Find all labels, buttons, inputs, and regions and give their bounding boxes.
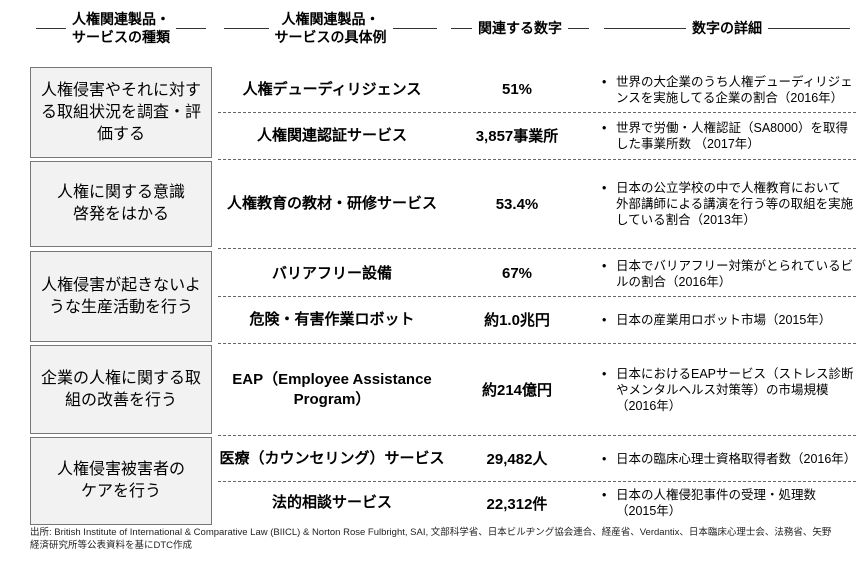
category-box: 人権侵害やそれに対する取組状況を調査・評価する [30, 67, 212, 158]
category-box: 人権に関する意識啓発をはかる [30, 161, 212, 247]
example-cell: 人権関連認証サービス [256, 126, 407, 144]
bullet-icon: • [602, 258, 607, 273]
group-divider [218, 159, 856, 160]
detail-text: 日本でバリアフリー対策がとられているビルの割合（2016年） [616, 258, 854, 289]
example-cell: 法的相談サービス [271, 494, 392, 512]
group-divider [218, 435, 856, 436]
category-box: 人権侵害被害者のケアを行う [30, 437, 212, 525]
bullet-icon: • [602, 451, 607, 466]
category-box: 人権侵害が起きないような生産活動を行う [30, 251, 212, 342]
table-row: バリアフリー設備 67% • 日本でバリアフリー対策がとられているビルの割合（20… [218, 251, 856, 297]
example-cell: 人権教育の教材・研修サービス [226, 195, 437, 212]
example-cell: 人権デューディリジェンス [242, 80, 422, 98]
number-cell: 53.4% [495, 195, 539, 213]
detail-cell: • 日本の臨床心理士資格取得者数（2016年） [588, 451, 856, 467]
detail-text: 日本の公立学校の中で人権教育において 外部講師による講演を行う等の取組を実施 し… [616, 181, 854, 227]
detail-text: 日本の人権侵犯事件の受理・処理数（2015年） [616, 488, 817, 519]
example-cell: EAP（Employee Assistance Program） [232, 370, 432, 408]
table-row: 危険・有害作業ロボット 約1.0兆円 • 日本の産業用ロボット市場（2015年） [218, 297, 856, 342]
detail-text: 日本におけるEAPサービス（ストレス診断やメンタルヘルス対策等）の市場規模（20… [616, 366, 854, 413]
table-row: 人権関連認証サービス 3,857事業所 • 世界で労働・人権認証（SA8000）を… [218, 113, 856, 158]
number-cell: 3,857事業所 [475, 128, 559, 145]
detail-cell: • 日本の人権侵犯事件の受理・処理数（2015年） [588, 487, 856, 519]
table-row: 医療（カウンセリング）サービス 29,482人 • 日本の臨床心理士資格取得者数（… [218, 437, 856, 482]
group-divider [218, 343, 856, 344]
bullet-icon: • [602, 74, 607, 89]
number-cell: 22,312件 [486, 495, 548, 513]
detail-cell: • 日本におけるEAPサービス（ストレス診断やメンタルヘルス対策等）の市場規模（2… [588, 366, 856, 414]
table-row: 人権教育の教材・研修サービス 53.4% • 日本の公立学校の中で人権教育において… [218, 161, 856, 247]
detail-cell: • 日本の公立学校の中で人権教育において 外部講師による講演を行う等の取組を実施 … [588, 180, 856, 228]
table-row: EAP（Employee Assistance Program） 約214億円 … [218, 345, 856, 434]
example-cell: バリアフリー設備 [271, 264, 392, 282]
detail-cell: • 世界の大企業のうち人権デューディリジェンスを実施してる企業の割合（2016年） [588, 74, 856, 106]
header-number: 関連する数字 [445, 8, 595, 48]
category-group: 人権侵害やそれに対する取組状況を調査・評価する 人権デューディリジェンス 51%… [30, 67, 856, 158]
source-note: 出所: British Institute of International &… [30, 527, 832, 551]
header-label: 人権関連製品・ サービスの具体例 [274, 11, 387, 45]
detail-text: 日本の産業用ロボット市場（2015年） [616, 312, 832, 327]
category-label: 人権侵害被害者のケアを行う [56, 461, 185, 500]
header-label: 人権関連製品・ サービスの種類 [72, 11, 170, 45]
detail-text: 世界で労働・人権認証（SA8000）を取得した事業所数 （2017年） [616, 120, 848, 151]
example-cell: 危険・有害作業ロボット [249, 310, 415, 328]
detail-cell: • 日本の産業用ロボット市場（2015年） [588, 312, 856, 328]
category-label: 人権侵害が起きないような生産活動を行う [41, 276, 201, 316]
category-label: 企業の人権に関する取組の改善を行う [41, 369, 202, 409]
detail-cell: • 日本でバリアフリー対策がとられているビルの割合（2016年） [588, 258, 856, 290]
number-cell: 約1.0兆円 [484, 312, 550, 329]
number-cell: 29,482人 [486, 451, 548, 469]
bullet-icon: • [602, 181, 607, 195]
header-category: 人権関連製品・ サービスの種類 [30, 8, 212, 48]
number-cell: 約214億円 [481, 382, 553, 399]
header-example: 人権関連製品・ サービスの具体例 [218, 8, 443, 48]
header-detail: 数字の詳細 [598, 8, 856, 48]
category-group: 企業の人権に関する取組の改善を行う EAP（Employee Assistanc… [30, 345, 856, 434]
category-group: 人権侵害被害者のケアを行う 医療（カウンセリング）サービス 29,482人 • 日… [30, 437, 856, 525]
table-row: 人権デューディリジェンス 51% • 世界の大企業のうち人権デューディリジェンスを… [218, 67, 856, 113]
detail-text: 日本の臨床心理士資格取得者数（2016年） [616, 451, 857, 466]
detail-text: 世界の大企業のうち人権デューディリジェンスを実施してる企業の割合（2016年） [616, 74, 853, 105]
bullet-icon: • [602, 366, 607, 381]
category-group: 人権に関する意識啓発をはかる 人権教育の教材・研修サービス 53.4% • 日本の… [30, 161, 856, 247]
category-label: 人権に関する意識啓発をはかる [56, 184, 185, 223]
bullet-icon: • [602, 120, 607, 135]
detail-cell: • 世界で労働・人権認証（SA8000）を取得した事業所数 （2017年） [588, 120, 856, 152]
header-label: 関連する数字 [478, 20, 562, 36]
category-box: 企業の人権に関する取組の改善を行う [30, 345, 212, 434]
number-cell: 51% [501, 81, 533, 98]
bullet-icon: • [602, 488, 607, 503]
bullet-icon: • [602, 312, 607, 327]
header-label: 数字の詳細 [692, 20, 762, 36]
category-group: 人権侵害が起きないような生産活動を行う バリアフリー設備 67% • 日本でバリア… [30, 251, 856, 342]
category-label: 人権侵害やそれに対する取組状況を調査・評価する [41, 81, 202, 143]
example-cell: 医療（カウンセリング）サービス [219, 449, 445, 467]
group-divider [218, 248, 856, 249]
number-cell: 67% [501, 265, 533, 282]
table-row: 法的相談サービス 22,312件 • 日本の人権侵犯事件の受理・処理数（2015年… [218, 482, 856, 526]
